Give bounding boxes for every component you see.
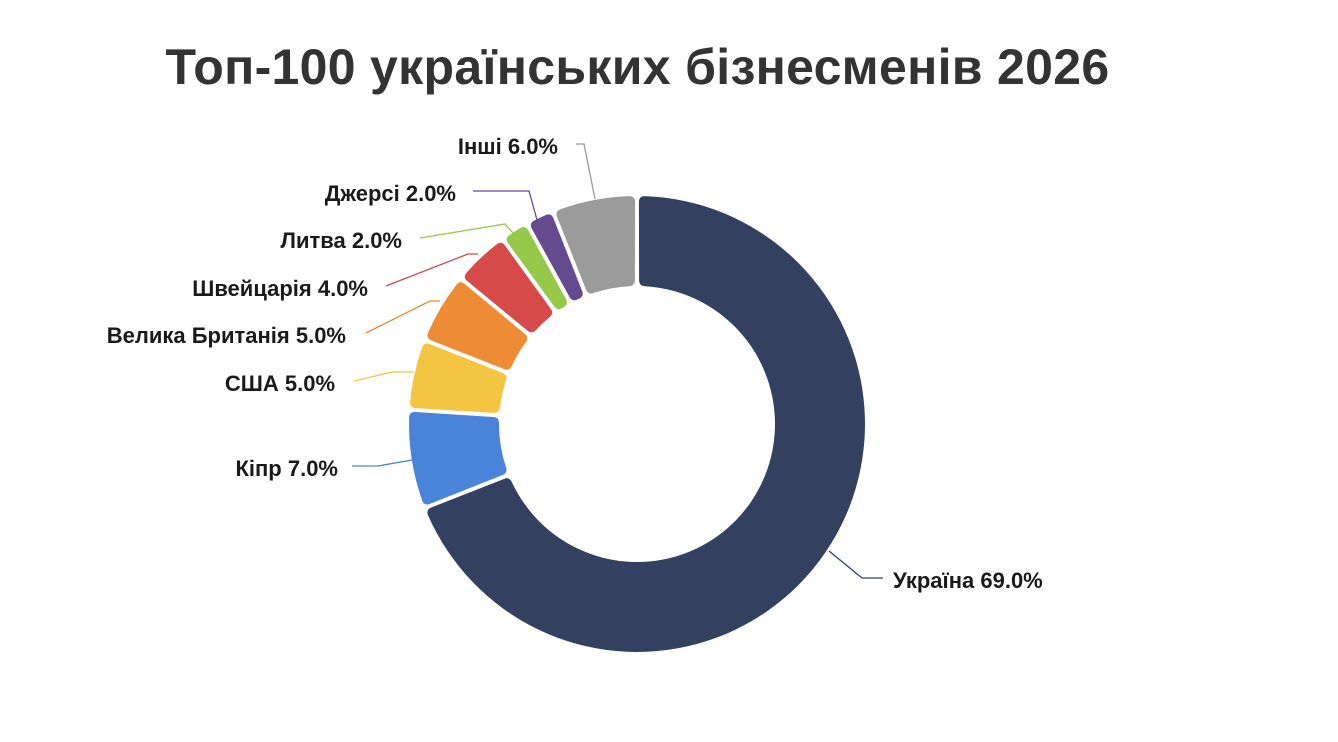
chart-title: Топ-100 українських бізнесменів 2026 <box>165 39 1110 95</box>
slice-label-7: Інші 6.0% <box>458 134 558 159</box>
donut-slice-5 <box>506 227 567 310</box>
donut-slice-1 <box>408 411 507 505</box>
leader-line-5 <box>419 223 514 239</box>
slice-label-5: Литва 2.0% <box>281 228 402 253</box>
donut-slice-3 <box>427 282 528 370</box>
slice-label-3: Велика Британія 5.0% <box>107 323 346 348</box>
leader-line-4 <box>385 253 478 287</box>
leader-line-6 <box>473 190 538 221</box>
leader-line-2 <box>353 371 414 382</box>
leader-line-0 <box>828 550 883 579</box>
donut-slice-4 <box>464 242 553 333</box>
leader-line-1 <box>352 459 413 467</box>
donut-slice-0 <box>427 196 865 652</box>
leader-line-3 <box>365 300 440 334</box>
leader-line-7 <box>576 143 596 200</box>
donut-slice-2 <box>410 343 507 413</box>
donut-slice-6 <box>530 214 583 301</box>
slice-label-6: Джерсі 2.0% <box>325 181 456 206</box>
slice-label-2: США 5.0% <box>225 371 335 396</box>
donut-slice-7 <box>556 196 636 294</box>
slice-label-4: Швейцарія 4.0% <box>192 276 368 301</box>
slice-label-1: Кіпр 7.0% <box>235 456 338 481</box>
slice-label-0: Україна 69.0% <box>893 568 1043 593</box>
